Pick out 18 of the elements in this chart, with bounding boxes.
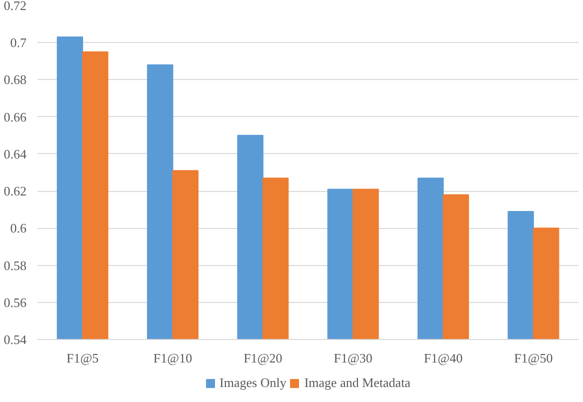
y-tick-label: 0.66: [4, 109, 27, 124]
x-tick-label: F1@40: [424, 350, 463, 366]
y-tick-label: 0.6: [10, 220, 27, 236]
x-tick-label: F1@20: [244, 350, 282, 366]
y-tick-label: 0.54: [4, 332, 27, 347]
y-tick-label: 0.72: [4, 0, 26, 13]
legend-label: Images Only: [220, 375, 286, 391]
y-tick-label: 0.68: [4, 72, 26, 88]
y-tick-label: 0.64: [4, 146, 27, 162]
legend-label: Image and Metadata: [304, 375, 410, 391]
x-tick-label: F1@30: [334, 350, 372, 366]
y-tick-label: 0.56: [4, 294, 27, 310]
x-tick-label: F1@50: [514, 350, 553, 366]
x-tick-label: F1@5: [66, 350, 99, 366]
y-tick-label: 0.58: [4, 258, 26, 273]
y-tick-label: 0.7: [10, 35, 27, 50]
x-tick-label: F1@10: [153, 350, 192, 366]
y-tick-label: 0.62: [4, 184, 26, 199]
